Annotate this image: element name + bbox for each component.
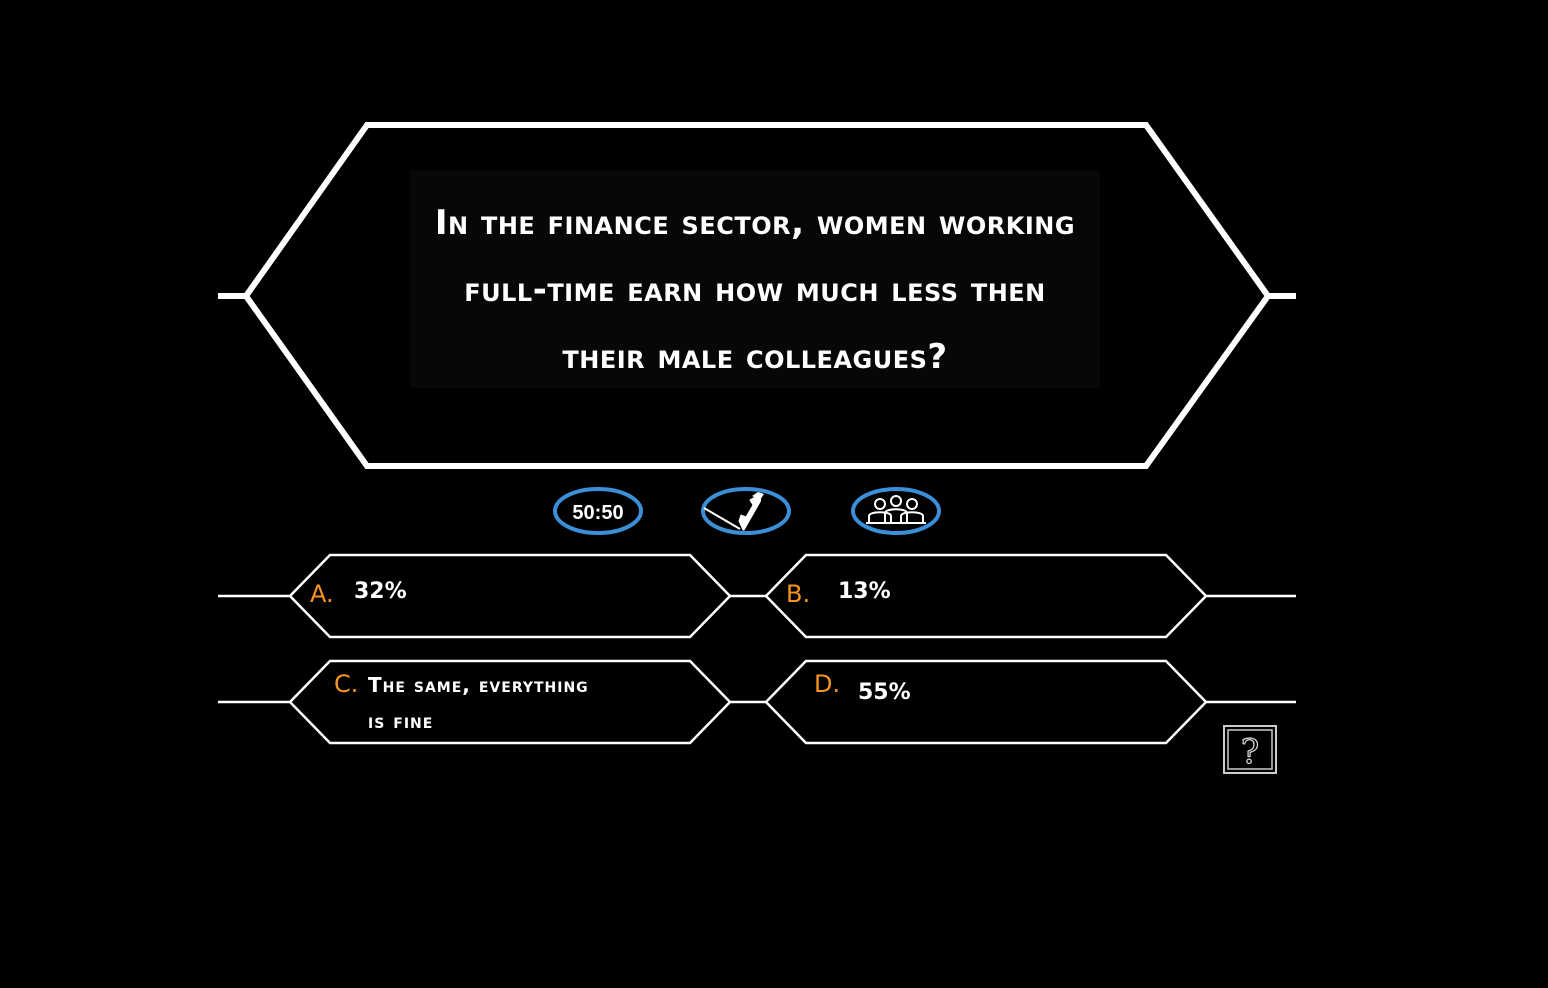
answer-b-letter: B. (786, 580, 811, 608)
answer-c-text-line-1: The same, everything (368, 673, 589, 697)
fifty-fifty-icon: 50:50 (553, 487, 643, 535)
answer-d[interactable]: D. 55% (768, 662, 1204, 742)
ask-the-audience-lifeline[interactable] (850, 486, 942, 536)
question-mark-icon: ? (1223, 725, 1277, 774)
answer-c[interactable]: C. The same, everything is fine (292, 662, 728, 742)
help-button[interactable]: ? (1223, 725, 1277, 774)
answer-b[interactable]: B. 13% (768, 556, 1204, 636)
question-line-3: their male colleagues? (562, 337, 948, 377)
answer-b-text: 13% (838, 579, 891, 604)
answer-d-letter: D. (814, 670, 841, 698)
answer-c-text: The same, everything is fine (368, 667, 718, 739)
answer-c-letter: C. (334, 670, 359, 698)
fifty-fifty-lifeline[interactable]: 50:50 (552, 486, 644, 536)
phone-a-friend-lifeline[interactable] (700, 486, 792, 536)
ask-the-audience-icon (851, 487, 941, 535)
answer-a-text: 32% (354, 579, 407, 604)
answer-d-text: 55% (858, 680, 911, 705)
answer-c-text-line-2: is fine (368, 709, 434, 733)
answer-a[interactable]: A. 32% (292, 556, 728, 636)
phone-a-friend-icon (701, 487, 791, 535)
question-line-1: In the finance sector, women working (434, 203, 1076, 243)
question-line-2: full-time earn how much less then (464, 270, 1046, 310)
question-text: In the finance sector, women working ful… (410, 170, 1100, 388)
fifty-fifty-label: 50:50 (572, 502, 623, 524)
help-glyph: ? (1241, 732, 1259, 772)
answer-a-letter: A. (310, 580, 334, 608)
